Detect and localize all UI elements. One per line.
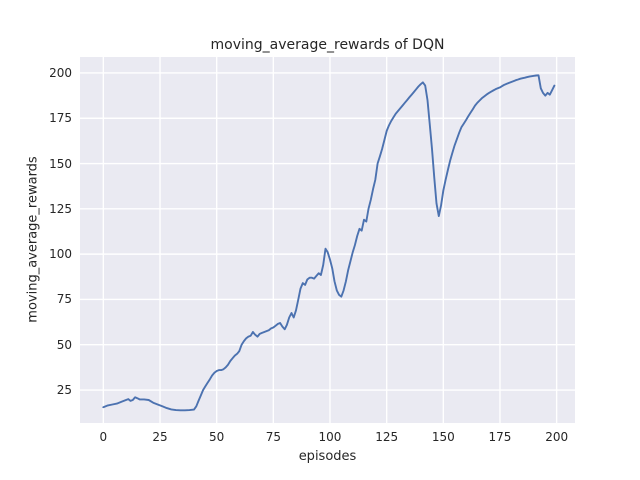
plot-background <box>80 57 575 423</box>
x-tick-label: 25 <box>152 430 168 444</box>
y-tick-label: 50 <box>56 337 72 352</box>
y-tick-label: 200 <box>49 65 72 80</box>
data-line <box>102 74 556 412</box>
chart-title: moving_average_rewards of DQN <box>210 37 445 53</box>
x-tick-label: 100 <box>318 430 342 444</box>
y-tick-label: 100 <box>49 247 72 262</box>
x-tick-label: 150 <box>431 430 455 444</box>
y-tick-label: 25 <box>56 383 72 398</box>
x-axis-label: episodes <box>298 449 357 464</box>
x-tick-label: 0 <box>99 430 108 444</box>
y-tick-label: 175 <box>49 111 72 126</box>
x-tick-label: 75 <box>265 430 281 444</box>
x-tick-label: 50 <box>209 430 225 444</box>
y-tick-label: 150 <box>49 156 72 171</box>
x-tick-label: 125 <box>375 430 399 444</box>
x-tick-label: 175 <box>488 430 512 444</box>
y-tick-label: 125 <box>49 201 72 216</box>
x-tick-label: 200 <box>545 430 569 444</box>
y-axis-label: moving_average_rewards <box>25 156 41 323</box>
y-tick-label: 75 <box>56 292 72 307</box>
